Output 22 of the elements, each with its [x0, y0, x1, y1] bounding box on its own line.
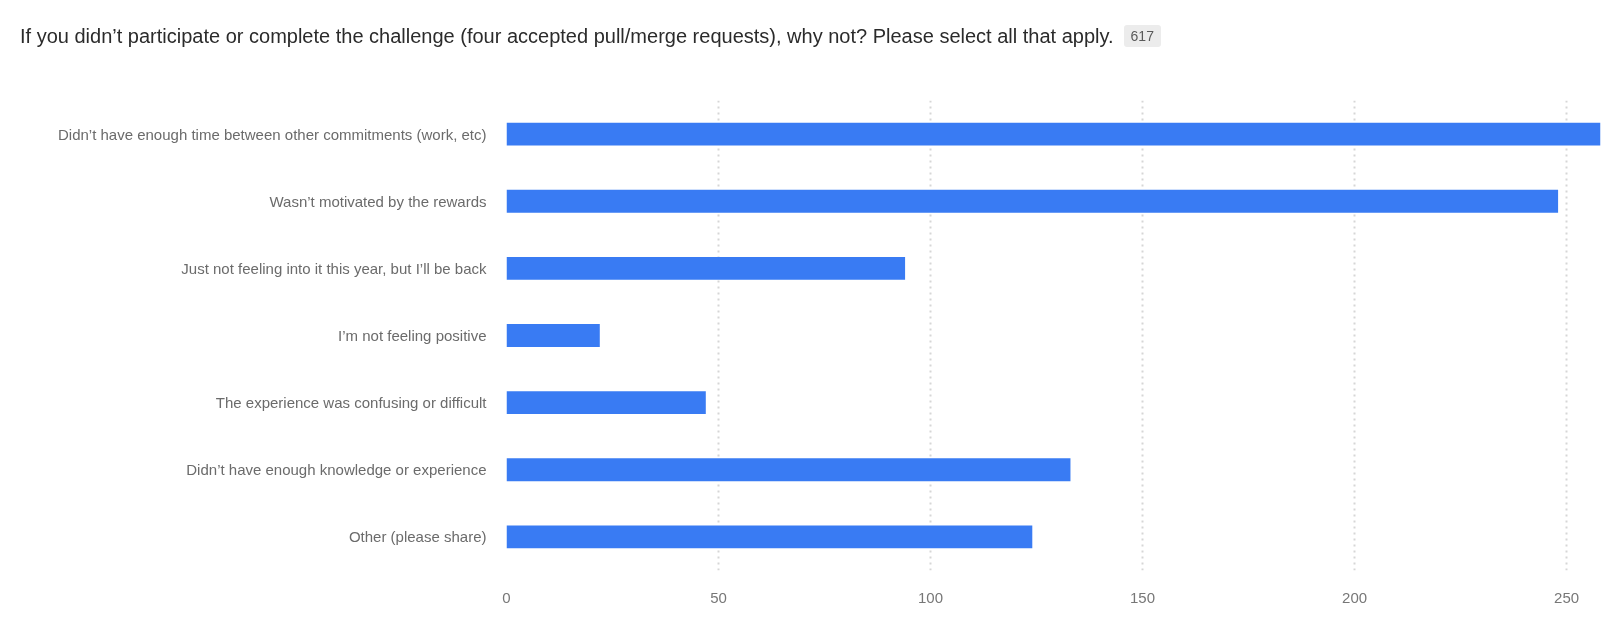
y-tick-label: Just not feeling into it this year, but I’ll be back [181, 259, 487, 277]
x-tick-label: 100 [918, 588, 944, 606]
y-tick-label: The experience was confusing or difficult [215, 394, 488, 412]
y-tick-label: Wasn’t motivated by the rewards [269, 192, 487, 210]
chart-title: If you didn’t participate or complete the challenge (four accepted pull/merge requests), why not? Please select all that apply. [20, 25, 1114, 47]
x-tick-label: 50 [710, 588, 727, 606]
y-tick-label: Didn’t have enough time between other commitments (work, etc) [57, 125, 487, 143]
y-tick-label: Didn’t have enough knowledge or experience [186, 461, 487, 479]
bar [506, 391, 706, 415]
bar [506, 189, 1559, 213]
x-tick-label: 250 [1554, 588, 1580, 606]
x-tick-label: 200 [1342, 588, 1368, 606]
x-tick-label: 0 [502, 588, 511, 606]
bar [506, 324, 600, 347]
x-tick-label: 150 [1130, 588, 1156, 606]
bar [506, 458, 1071, 482]
y-tick-label: Other (please share) [348, 528, 487, 546]
bar [506, 256, 906, 280]
bar [506, 525, 1033, 549]
bar [506, 122, 1601, 146]
y-tick-label: I’m not feeling positive [338, 327, 487, 344]
text: 617 [1123, 25, 1161, 47]
